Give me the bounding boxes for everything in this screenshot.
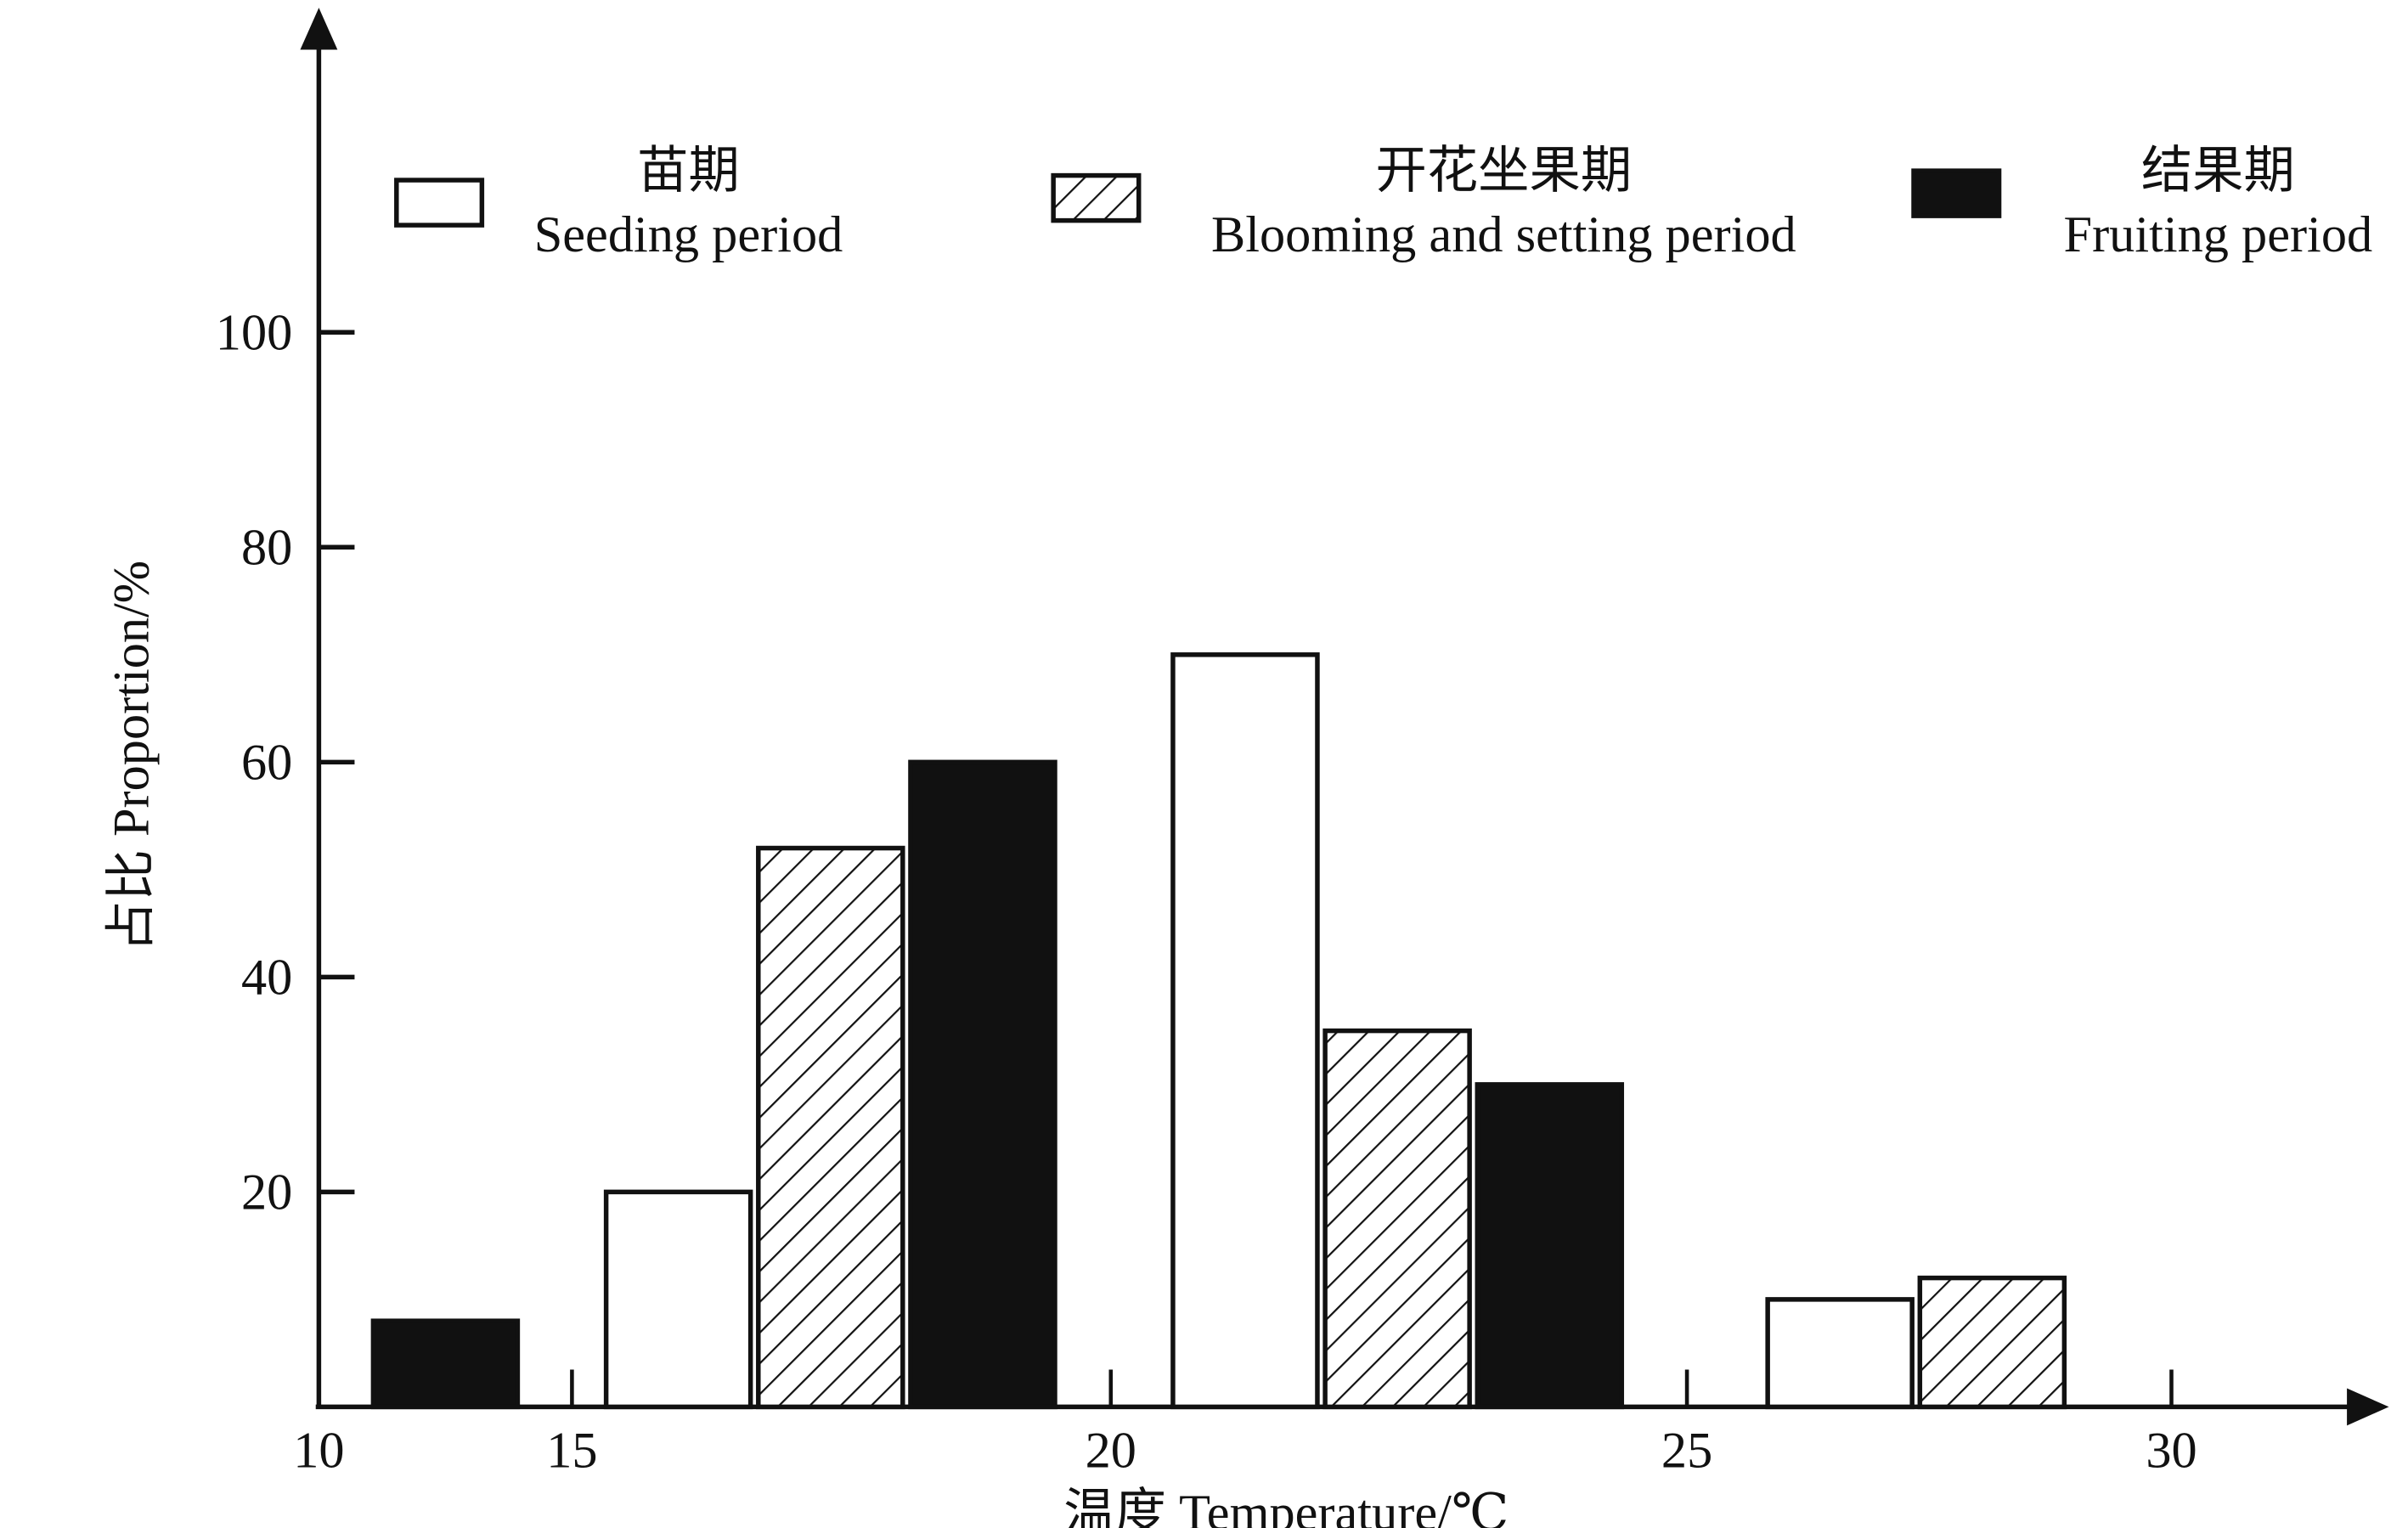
- legend-label-seeding-cn: 苗期: [637, 143, 740, 200]
- x-axis-arrow: [2347, 1388, 2389, 1426]
- bar-black-20-25: [1475, 1082, 1625, 1410]
- y-tick-label: 60: [241, 734, 292, 791]
- bar-hatch-25-30: [1917, 1275, 2067, 1410]
- y-tick-label: 20: [241, 1164, 292, 1221]
- bar-hatch-15-20: [756, 845, 905, 1410]
- x-tick-label: 15: [546, 1423, 597, 1480]
- x-tick-label: 10: [293, 1423, 344, 1480]
- bar-black-10-15: [370, 1318, 521, 1410]
- legend: 苗期 Seeding period 开花坐果期 Blooming and set…: [394, 143, 2373, 263]
- y-tick-label: 100: [216, 304, 293, 361]
- legend-label-fruiting-cn: 结果期: [2141, 143, 2295, 200]
- bar-white-15-20: [603, 1189, 753, 1410]
- legend-swatch-seeding: [394, 178, 485, 228]
- bar-white-20-25: [1170, 652, 1320, 1410]
- bar-black-15-20: [908, 759, 1057, 1410]
- bar-white-25-30: [1765, 1297, 1915, 1410]
- y-tick-label: 40: [241, 949, 292, 1006]
- legend-swatch-fruiting: [1911, 168, 2002, 218]
- x-tick-label: 20: [1086, 1423, 1136, 1480]
- bar-hatch-20-25: [1322, 1028, 1472, 1410]
- legend-swatch-blooming: [1051, 172, 1142, 223]
- y-axis-label: 占比 Proportion/%: [103, 561, 160, 952]
- legend-label-blooming: Blooming and setting period: [1211, 206, 1796, 263]
- y-tick-label: 80: [241, 519, 292, 576]
- x-axis-label: 温度 Temperature/℃: [1063, 1485, 1509, 1528]
- legend-label-blooming-cn: 开花坐果期: [1376, 143, 1633, 200]
- x-tick-label: 30: [2146, 1423, 2197, 1480]
- legend-label-seeding: Seeding period: [534, 206, 843, 263]
- y-axis-arrow: [300, 8, 338, 50]
- legend-label-fruiting: Fruiting period: [2064, 206, 2373, 263]
- x-tick-label: 25: [1661, 1423, 1712, 1480]
